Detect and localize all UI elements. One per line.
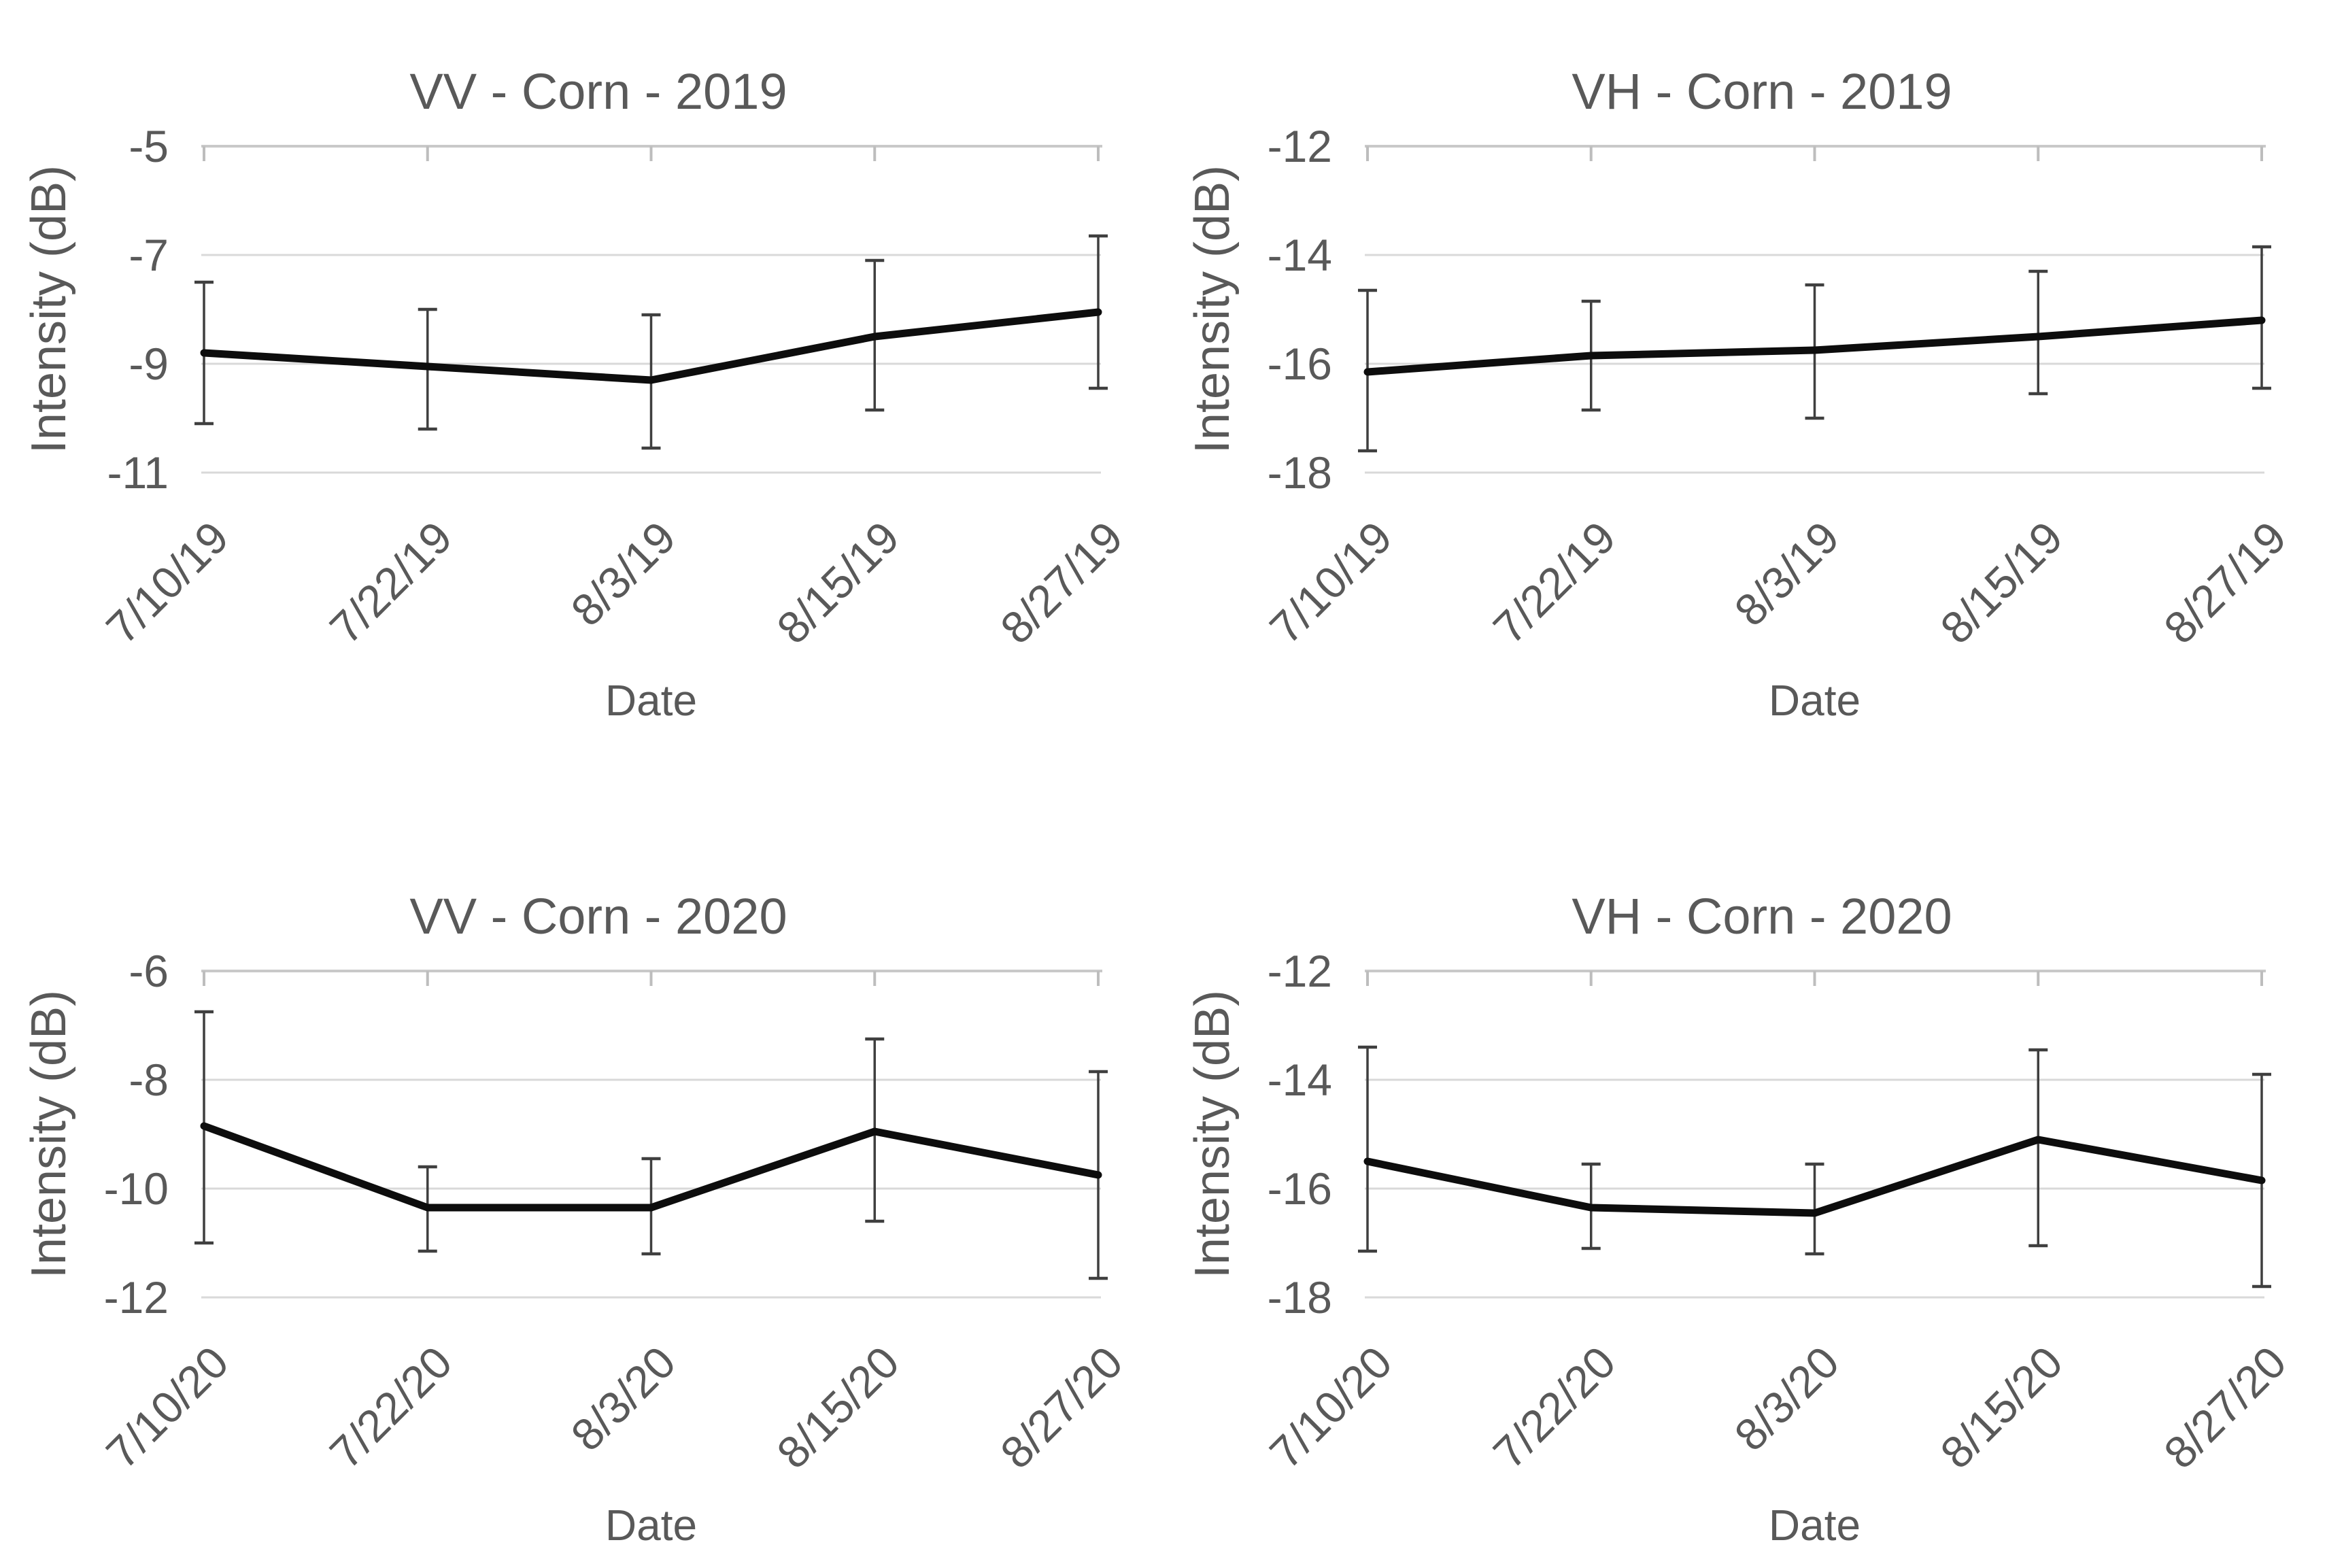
chart-panel-vh-corn-2020: VH - Corn - 2020 Intensity (dB) -12 -14 -16 -…: [1164, 784, 2327, 1568]
x-axis-title: Date: [1769, 676, 1861, 725]
x-tick-label: 7/10/19: [1260, 512, 1402, 653]
y-tick-label: -16: [1268, 1163, 1332, 1214]
y-axis-title: Intensity (dB): [1185, 990, 1240, 1278]
chart-panel-vv-corn-2019: VV - Corn - 2019 Intensity (dB) -5 -7 -9 -11 7…: [0, 0, 1164, 784]
y-tick-label: -12: [104, 1272, 169, 1323]
y-tick-label: -14: [1268, 1055, 1332, 1105]
y-tick-label: -6: [129, 946, 169, 996]
x-tick-label: 7/22/19: [320, 512, 462, 653]
x-tick-label: 8/3/19: [561, 512, 685, 636]
x-tick-label: 7/10/19: [97, 512, 238, 653]
x-tick-label: 8/3/20: [1725, 1337, 1848, 1461]
x-axis-title: Date: [605, 676, 697, 725]
x-tick-label: 8/15/19: [1931, 512, 2072, 653]
x-tick-label: 8/15/20: [1931, 1337, 2072, 1478]
x-tick-label: 8/27/19: [2154, 512, 2296, 653]
series-line: [1363, 316, 2266, 376]
y-tick-label: -16: [1268, 339, 1332, 389]
y-axis-title: Intensity (dB): [22, 165, 76, 454]
y-axis-title: Intensity (dB): [1185, 165, 1240, 454]
error-bar: [1358, 1045, 1377, 1253]
x-tick-label: 7/10/20: [1260, 1337, 1402, 1478]
y-tick-label: -12: [1268, 121, 1332, 171]
series-line: [1363, 1136, 2266, 1217]
x-tick-label: 8/15/19: [767, 512, 908, 653]
error-bar: [1805, 1162, 1824, 1256]
y-tick-label: -18: [1268, 447, 1332, 498]
chart-panel-vv-corn-2020: VV - Corn - 2020 Intensity (dB) -6 -8 -10 -12…: [0, 784, 1164, 1568]
chart-vh-corn-2019: VH - Corn - 2019 Intensity (dB) -12 -14 -16 -…: [1185, 63, 2296, 725]
y-tick-label: -7: [129, 230, 169, 280]
chart-title: VV - Corn - 2020: [409, 888, 787, 944]
chart-vv-corn-2020: VV - Corn - 2020 Intensity (dB) -6 -8 -10 -12…: [22, 888, 1132, 1550]
y-tick-label: -14: [1268, 230, 1332, 280]
x-tick-label: 8/3/19: [1725, 512, 1848, 636]
y-tick-label: -9: [129, 339, 169, 389]
y-tick-label: -8: [129, 1055, 169, 1105]
x-tick-label: 7/22/19: [1484, 512, 1625, 653]
x-axis-title: Date: [1769, 1501, 1861, 1550]
x-tick-label: 8/27/20: [2154, 1337, 2296, 1478]
chart-panel-vh-corn-2019: VH - Corn - 2019 Intensity (dB) -12 -14 -16 -…: [1164, 0, 2327, 784]
chart-title: VH - Corn - 2019: [1572, 63, 1952, 120]
x-tick-label: 7/22/20: [320, 1337, 462, 1478]
x-tick-label: 8/27/19: [991, 512, 1132, 653]
series-line: [200, 1122, 1102, 1212]
x-tick-label: 8/15/20: [767, 1337, 908, 1478]
x-tick-label: 8/3/20: [561, 1337, 685, 1461]
error-bar: [2028, 1048, 2048, 1248]
series-line: [200, 308, 1102, 384]
chart-vh-corn-2020: VH - Corn - 2020 Intensity (dB) -12 -14 -16 -…: [1185, 888, 2296, 1550]
error-bar: [2028, 269, 2048, 396]
y-tick-label: -5: [129, 121, 169, 171]
y-axis-title: Intensity (dB): [22, 990, 76, 1278]
x-tick-label: 7/22/20: [1484, 1337, 1625, 1478]
y-tick-label: -11: [107, 447, 169, 498]
y-tick-label: -18: [1268, 1272, 1332, 1323]
y-tick-label: -10: [104, 1163, 169, 1214]
x-tick-label: 8/27/20: [991, 1337, 1132, 1478]
chart-vv-corn-2019: VV - Corn - 2019 Intensity (dB) -5 -7 -9 -11 7…: [22, 63, 1132, 725]
chart-title: VV - Corn - 2019: [409, 63, 787, 120]
x-axis-title: Date: [605, 1501, 697, 1550]
x-tick-label: 7/10/20: [97, 1337, 238, 1478]
chart-title: VH - Corn - 2020: [1572, 888, 1952, 944]
y-tick-label: -12: [1268, 946, 1332, 996]
